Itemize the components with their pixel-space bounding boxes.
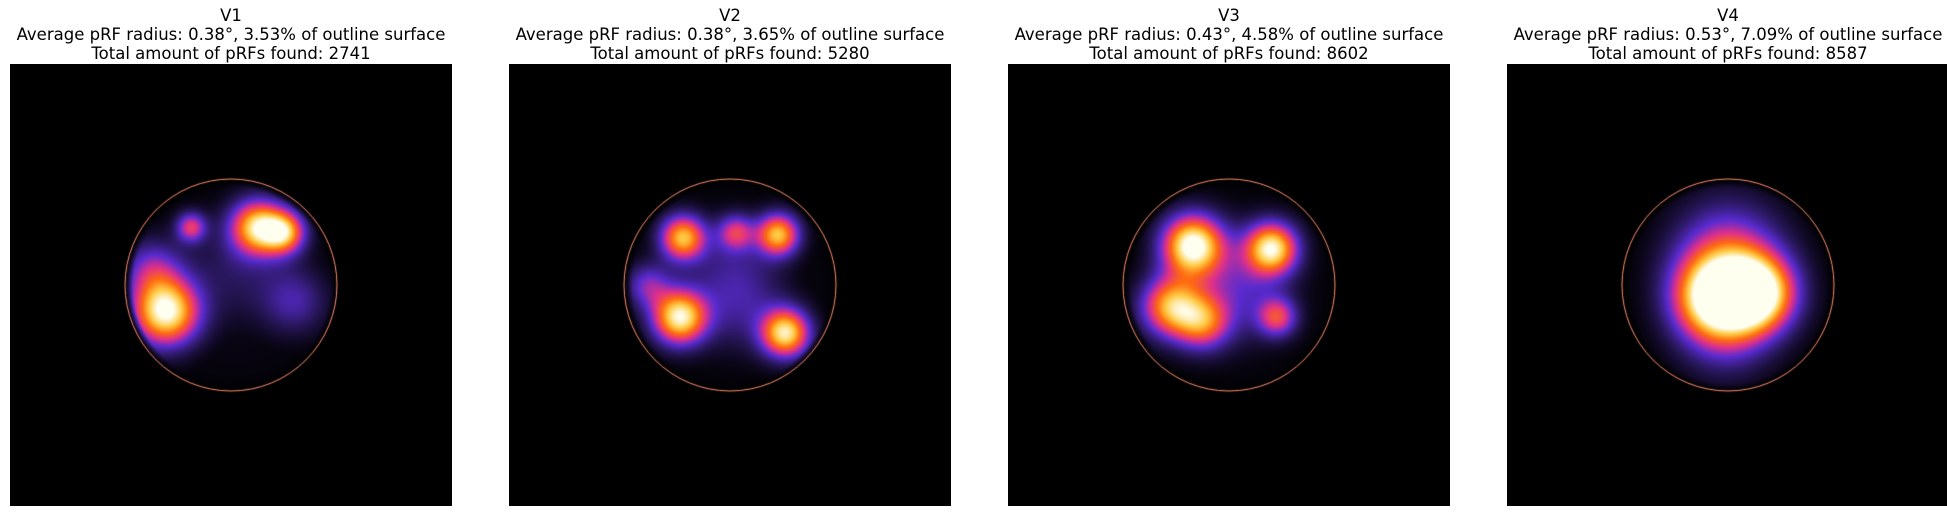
panel-title: V4 Average pRF radius: 0.53°, 7.09% of o… xyxy=(1507,6,1947,63)
heatmap-v1 xyxy=(10,64,452,506)
panel-v3: V3 Average pRF radius: 0.43°, 4.58% of o… xyxy=(1008,0,1450,514)
subtitle-radius: Average pRF radius: 0.38°, 3.65% of outl… xyxy=(515,25,945,44)
panel-title: V2 Average pRF radius: 0.38°, 3.65% of o… xyxy=(509,6,951,63)
subtitle-count: Total amount of pRFs found: 8587 xyxy=(1588,44,1868,63)
title-area: V3 xyxy=(1218,6,1240,25)
heatmap-v3 xyxy=(1008,64,1450,506)
heatmap-v4 xyxy=(1507,64,1947,506)
panel-title: V3 Average pRF radius: 0.43°, 4.58% of o… xyxy=(1008,6,1450,63)
title-area: V2 xyxy=(719,6,741,25)
subtitle-count: Total amount of pRFs found: 5280 xyxy=(590,44,870,63)
subtitle-radius: Average pRF radius: 0.38°, 3.53% of outl… xyxy=(16,25,446,44)
panel-v4: V4 Average pRF radius: 0.53°, 7.09% of o… xyxy=(1507,0,1947,514)
title-area: V4 xyxy=(1717,6,1739,25)
subtitle-radius: Average pRF radius: 0.53°, 7.09% of outl… xyxy=(1513,25,1943,44)
subtitle-count: Total amount of pRFs found: 2741 xyxy=(91,44,371,63)
subtitle-radius: Average pRF radius: 0.43°, 4.58% of outl… xyxy=(1014,25,1444,44)
title-area: V1 xyxy=(220,6,242,25)
heatmap-v2 xyxy=(509,64,951,506)
panel-v1: V1 Average pRF radius: 0.38°, 3.53% of o… xyxy=(10,0,452,514)
subtitle-count: Total amount of pRFs found: 8602 xyxy=(1089,44,1369,63)
panel-v2: V2 Average pRF radius: 0.38°, 3.65% of o… xyxy=(509,0,951,514)
panel-title: V1 Average pRF radius: 0.38°, 3.53% of o… xyxy=(10,6,452,63)
